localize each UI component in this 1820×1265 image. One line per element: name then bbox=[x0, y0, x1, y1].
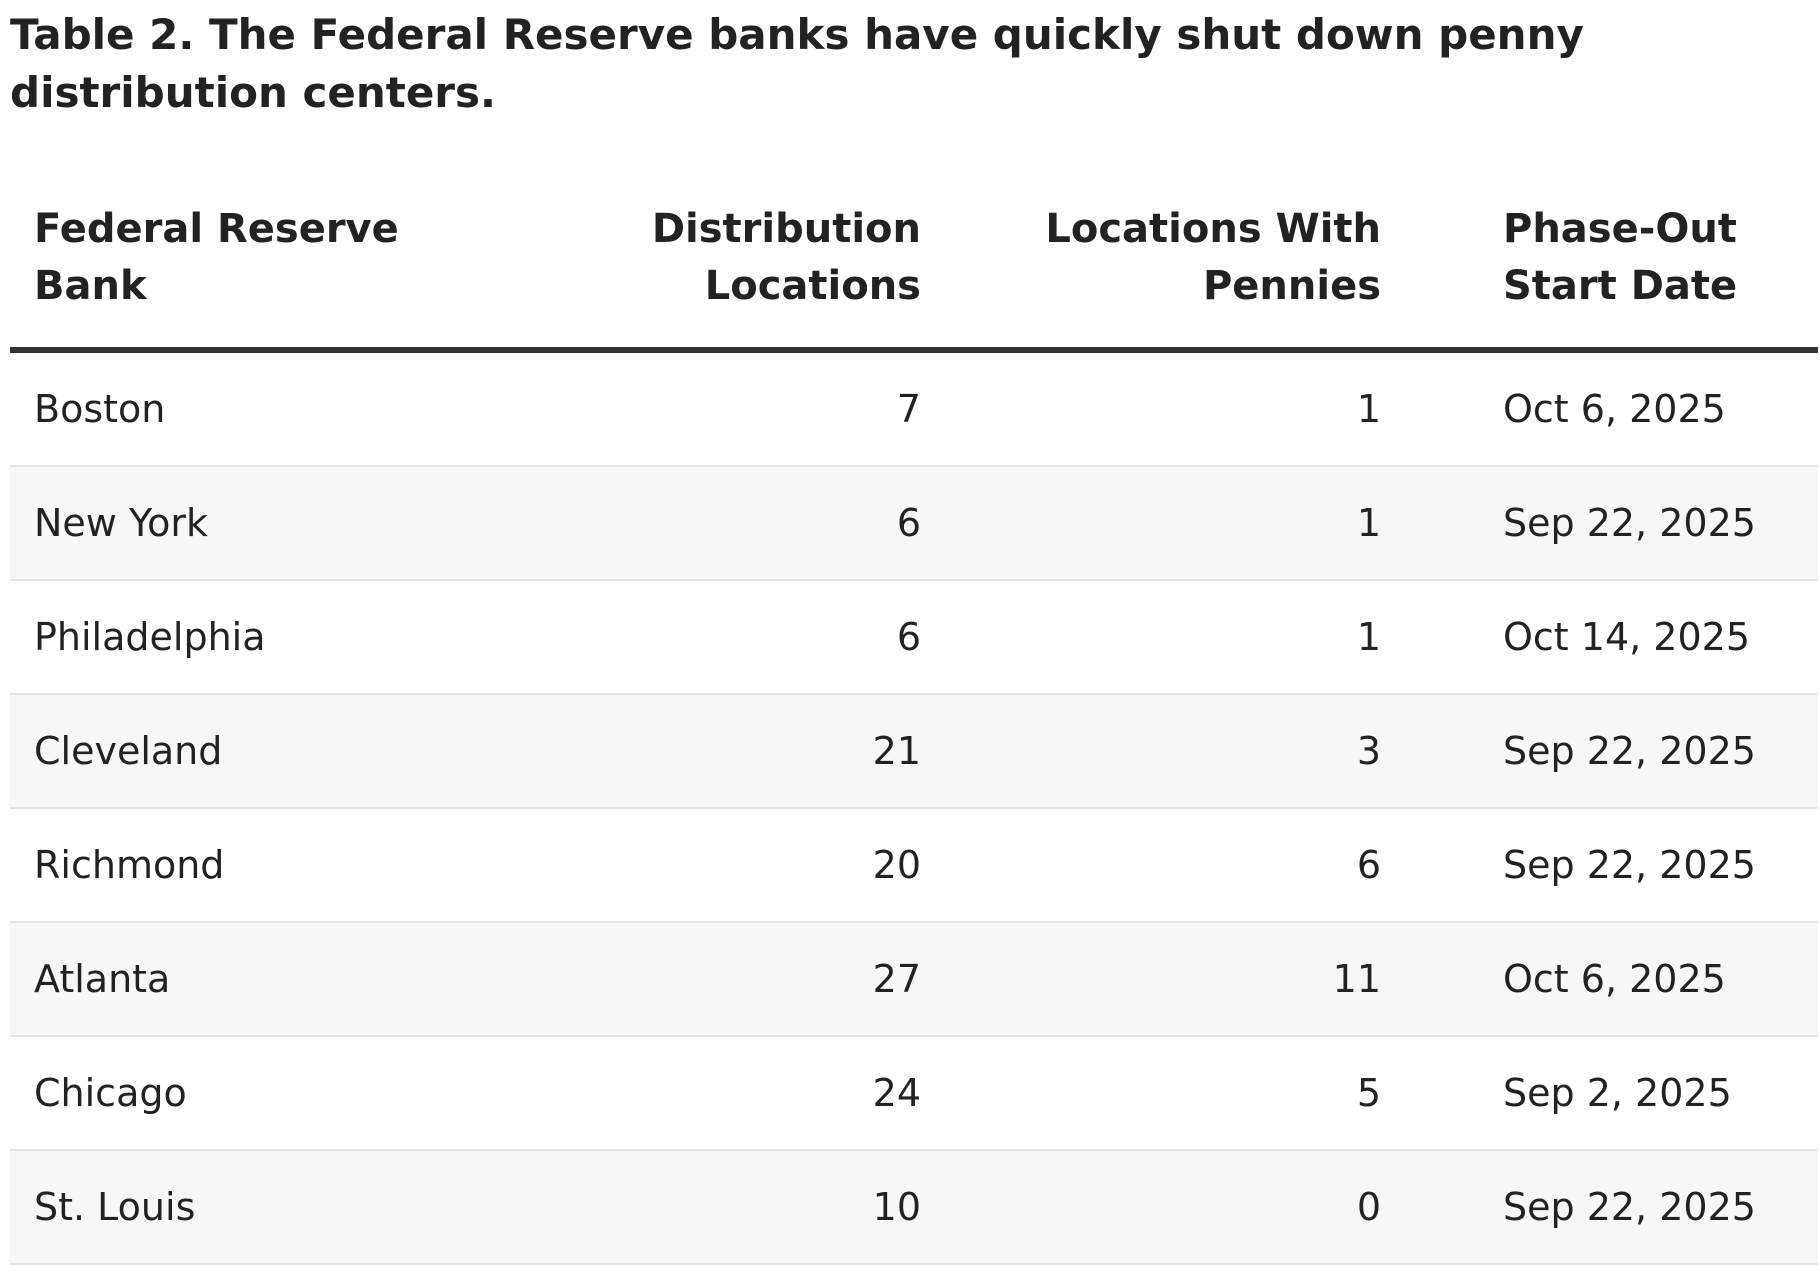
table-header: Federal Reserve Bank Distribution Locati… bbox=[10, 185, 1818, 353]
column-header-phase-out-line2: Start Date bbox=[1503, 263, 1738, 309]
column-header-bank: Federal Reserve Bank bbox=[10, 185, 590, 353]
phase-out-cell: Sep 22, 2025 bbox=[1405, 1150, 1818, 1265]
column-header-with-pennies-line2: Pennies bbox=[1202, 263, 1381, 309]
phase-out-cell: Oct 6, 2025 bbox=[1405, 350, 1818, 467]
with-pennies-cell: 1 bbox=[945, 350, 1405, 467]
with-pennies-cell: 5 bbox=[945, 1036, 1405, 1151]
table-row: New York 6 1 Sep 22, 2025 bbox=[10, 466, 1818, 581]
bank-cell: New York bbox=[10, 466, 590, 581]
with-pennies-cell: 1 bbox=[945, 466, 1405, 581]
with-pennies-cell: 0 bbox=[945, 1150, 1405, 1265]
column-header-distribution: Distribution Locations bbox=[590, 185, 945, 353]
with-pennies-cell: 1 bbox=[945, 580, 1405, 695]
phase-out-cell: Sep 22, 2025 bbox=[1405, 466, 1818, 581]
bank-cell: Chicago bbox=[10, 1036, 590, 1151]
table-body: Boston 7 1 Oct 6, 2025 New York 6 1 Sep … bbox=[10, 350, 1818, 1265]
column-header-bank-line2: Bank bbox=[34, 263, 147, 309]
bank-cell: Boston bbox=[10, 350, 590, 467]
phase-out-cell: Oct 14, 2025 bbox=[1405, 580, 1818, 695]
table-row: Richmond 20 6 Sep 22, 2025 bbox=[10, 808, 1818, 923]
column-header-distribution-line1: Distribution bbox=[651, 206, 921, 252]
header-row: Federal Reserve Bank Distribution Locati… bbox=[10, 185, 1818, 353]
table-row: Boston 7 1 Oct 6, 2025 bbox=[10, 350, 1818, 467]
distribution-cell: 6 bbox=[590, 580, 945, 695]
table-title: Table 2. The Federal Reserve banks have … bbox=[10, 10, 1584, 117]
distribution-cell: 6 bbox=[590, 466, 945, 581]
distribution-cell: 20 bbox=[590, 808, 945, 923]
bank-cell: Richmond bbox=[10, 808, 590, 923]
column-header-bank-line1: Federal Reserve bbox=[34, 206, 399, 252]
table-row: St. Louis 10 0 Sep 22, 2025 bbox=[10, 1150, 1818, 1265]
phase-out-cell: Sep 22, 2025 bbox=[1405, 694, 1818, 809]
bank-cell: St. Louis bbox=[10, 1150, 590, 1265]
column-header-with-pennies-line1: Locations With bbox=[1045, 206, 1381, 252]
distribution-cell: 27 bbox=[590, 922, 945, 1037]
with-pennies-cell: 6 bbox=[945, 808, 1405, 923]
table-row: Chicago 24 5 Sep 2, 2025 bbox=[10, 1036, 1818, 1151]
with-pennies-cell: 3 bbox=[945, 694, 1405, 809]
with-pennies-cell: 11 bbox=[945, 922, 1405, 1037]
table-row: Atlanta 27 11 Oct 6, 2025 bbox=[10, 922, 1818, 1037]
bank-cell: Atlanta bbox=[10, 922, 590, 1037]
bank-cell: Cleveland bbox=[10, 694, 590, 809]
column-header-distribution-line2: Locations bbox=[704, 263, 921, 309]
table-row: Philadelphia 6 1 Oct 14, 2025 bbox=[10, 580, 1818, 695]
distribution-cell: 24 bbox=[590, 1036, 945, 1151]
distribution-cell: 21 bbox=[590, 694, 945, 809]
table-row: Cleveland 21 3 Sep 22, 2025 bbox=[10, 694, 1818, 809]
column-header-with-pennies: Locations With Pennies bbox=[945, 185, 1405, 353]
distribution-cell: 7 bbox=[590, 350, 945, 467]
phase-out-cell: Sep 2, 2025 bbox=[1405, 1036, 1818, 1151]
phase-out-cell: Oct 6, 2025 bbox=[1405, 922, 1818, 1037]
bank-cell: Philadelphia bbox=[10, 580, 590, 695]
column-header-phase-out: Phase-Out Start Date bbox=[1405, 185, 1818, 353]
column-header-phase-out-line1: Phase-Out bbox=[1503, 206, 1737, 252]
phase-out-cell: Sep 22, 2025 bbox=[1405, 808, 1818, 923]
fed-reserve-table: Federal Reserve Bank Distribution Locati… bbox=[10, 185, 1818, 1265]
distribution-cell: 10 bbox=[590, 1150, 945, 1265]
